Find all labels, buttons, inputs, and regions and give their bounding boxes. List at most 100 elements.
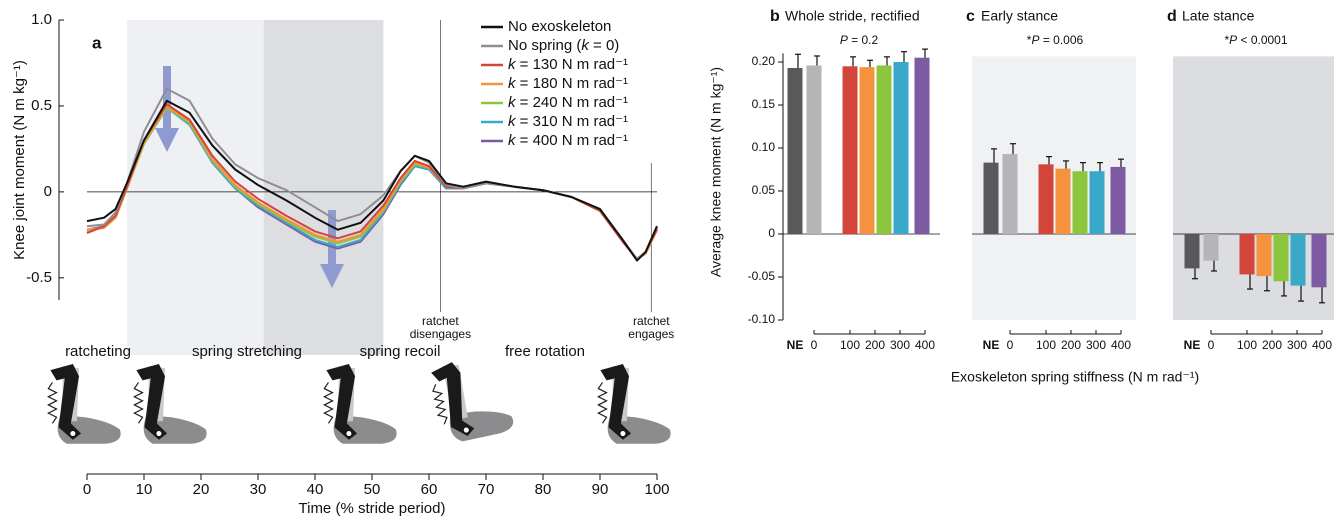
bar (842, 66, 858, 234)
annotation-text: ratchet (633, 314, 670, 328)
legend-label: k = 130 N m rad⁻¹ (508, 56, 628, 73)
bar (1002, 154, 1018, 234)
bar (1038, 164, 1054, 234)
ankle-illustration (427, 351, 516, 446)
shaded-region (263, 20, 384, 355)
p-value: *P < 0.0001 (1224, 33, 1287, 47)
phase-label: spring stretching (192, 343, 302, 360)
y-axis-label: Average knee moment (N m kg⁻¹) (708, 67, 724, 277)
bar (1089, 171, 1105, 234)
x-tick-label: 10 (136, 481, 153, 498)
x-tick-label: NE (1184, 338, 1201, 352)
x-tick-label: 400 (1312, 338, 1332, 352)
y-axis-label: Knee joint moment (N m kg⁻¹) (11, 60, 28, 260)
x-tick-label: 60 (421, 481, 438, 498)
bar (1110, 166, 1126, 234)
x-tick-label: 200 (1262, 338, 1282, 352)
x-tick-label: 70 (478, 481, 495, 498)
panel-letter: b (770, 8, 780, 25)
x-tick-label: 90 (592, 481, 609, 498)
y-tick-label: 0.10 (752, 140, 776, 154)
x-tick-label: 0 (1007, 338, 1014, 352)
x-tick-label: 100 (840, 338, 860, 352)
legend-label: No exoskeleton (508, 18, 611, 35)
legend-label: k = 310 N m rad⁻¹ (508, 113, 628, 130)
x-axis-label: Time (% stride period) (299, 500, 446, 517)
bar (1203, 234, 1219, 261)
bar (787, 68, 803, 235)
x-axis-label: Exoskeleton spring stiffness (N m rad⁻¹) (951, 369, 1199, 385)
x-tick-label: 30 (250, 481, 267, 498)
y-tick-label: -0.05 (748, 269, 776, 283)
bar (806, 65, 822, 234)
ankle-illustration (323, 363, 398, 445)
x-tick-label: NE (787, 338, 804, 352)
bar (983, 162, 999, 234)
x-tick-label: 0 (83, 481, 91, 498)
y-tick-label: 0.15 (752, 97, 776, 111)
phase-label: ratcheting (65, 343, 131, 360)
x-tick-label: 40 (307, 481, 324, 498)
x-tick-label: 100 (644, 481, 669, 498)
series-line (86, 99, 658, 262)
legend-label: No spring (k = 0) (508, 37, 619, 54)
shaded-region (126, 20, 264, 355)
ankle-illustration (597, 363, 672, 445)
bar (1239, 234, 1255, 275)
y-tick-label: -0.10 (748, 312, 776, 326)
x-tick-label: 50 (364, 481, 381, 498)
panel-title: Whole stride, rectified (785, 8, 920, 24)
x-tick-label: 300 (1287, 338, 1307, 352)
panel-letter: d (1167, 8, 1177, 25)
phase-label: spring recoil (360, 343, 441, 360)
y-tick-label: 0.5 (31, 97, 52, 114)
p-value: P = 0.2 (840, 33, 879, 47)
bar (1290, 234, 1306, 286)
y-tick-label: 0.20 (752, 54, 776, 68)
x-tick-label: 0 (811, 338, 818, 352)
x-tick-label: 300 (1086, 338, 1106, 352)
panel-background (972, 56, 1136, 321)
panel-title: Early stance (981, 8, 1058, 24)
ankle-illustration (47, 363, 122, 445)
panel-letter: c (966, 8, 975, 25)
bar (859, 67, 875, 234)
bar (1311, 234, 1327, 288)
x-tick-label: 400 (1111, 338, 1131, 352)
y-tick-label: 1.0 (31, 11, 52, 28)
bar (1184, 234, 1200, 269)
x-tick-label: 100 (1036, 338, 1056, 352)
x-tick-label: 80 (535, 481, 552, 498)
x-tick-label: 300 (890, 338, 910, 352)
arrow (320, 210, 344, 288)
bar (914, 57, 930, 235)
x-tick-label: 200 (865, 338, 885, 352)
y-tick-label: 0 (44, 183, 52, 200)
ankle-illustration (133, 363, 208, 445)
x-tick-label: NE (983, 338, 1000, 352)
annotation-text: disengages (410, 327, 471, 341)
phase-label: free rotation (505, 343, 585, 360)
bar (1055, 168, 1071, 234)
bar (1256, 234, 1272, 277)
x-tick-label: 200 (1061, 338, 1081, 352)
x-tick-label: 20 (193, 481, 210, 498)
p-value: *P = 0.006 (1027, 33, 1084, 47)
y-tick-label: -0.5 (26, 269, 52, 286)
annotation-text: ratchet (422, 314, 459, 328)
x-tick-label: 400 (915, 338, 935, 352)
bar (893, 62, 909, 234)
legend-label: k = 180 N m rad⁻¹ (508, 75, 628, 92)
y-tick-label: 0.05 (752, 183, 776, 197)
illustrations (47, 351, 672, 446)
bar (1072, 171, 1088, 234)
bar (1273, 234, 1289, 282)
x-tick-label: 100 (1237, 338, 1257, 352)
annotation-text: engages (628, 327, 674, 341)
panel-title: Late stance (1182, 8, 1255, 24)
bar (876, 65, 892, 234)
legend-label: k = 400 N m rad⁻¹ (508, 132, 628, 149)
legend-label: k = 240 N m rad⁻¹ (508, 94, 628, 111)
